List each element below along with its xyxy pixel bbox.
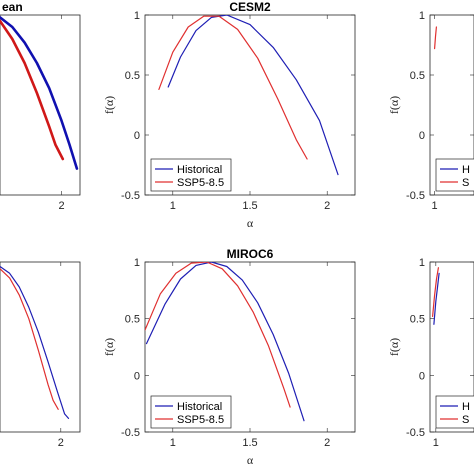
y-tick-label: 0 bbox=[134, 130, 140, 142]
x-tick-label: 1 bbox=[170, 200, 176, 212]
axes-box bbox=[429, 14, 474, 196]
x-tick-label: 1 bbox=[431, 200, 437, 212]
axes-box bbox=[0, 261, 81, 433]
series-line-ssp5-8-5 bbox=[432, 267, 439, 317]
series-line-line-1 bbox=[0, 19, 65, 161]
y-tick-label: -0.5 bbox=[406, 190, 425, 202]
panel-left-bottom: 2 bbox=[0, 261, 81, 449]
legend: HS bbox=[435, 158, 474, 192]
legend-box bbox=[150, 158, 232, 192]
x-tick-label: 1 bbox=[170, 437, 176, 449]
panel-bottom-right: -0.5 0 0.5 1 1 f(α) HS bbox=[387, 257, 474, 449]
x-axis-label: α bbox=[247, 216, 254, 230]
series-line-line-0 bbox=[0, 16, 79, 170]
x-tick-label: 2 bbox=[324, 200, 330, 212]
legend-box bbox=[435, 158, 474, 192]
series-line-line-0 bbox=[0, 265, 70, 419]
y-tick-label: 0.5 bbox=[125, 314, 140, 326]
y-tick-label: -0.5 bbox=[121, 190, 140, 202]
y-tick-label: -0.5 bbox=[121, 427, 140, 439]
series-line-historical bbox=[145, 262, 305, 422]
panel-ensemble-mean: 2 ean bbox=[0, 0, 81, 212]
panel-title: ean bbox=[2, 0, 23, 14]
panel-miroc6: -0.5 0 0.5 1 1 1.5 2 MIROC6 α f(α) HistoricalSSP5-… bbox=[102, 247, 356, 467]
x-tick-label: 2 bbox=[324, 437, 330, 449]
panel-title: CESM2 bbox=[229, 0, 271, 14]
x-axis-label: α bbox=[247, 453, 254, 467]
panel-cesm2: -0.5 0 0.5 1 1 1.5 2 CESM2 α f(α) HistoricalSSP5-8… bbox=[102, 0, 356, 230]
series-line-ssp5-8-5 bbox=[434, 26, 437, 50]
axes-box bbox=[0, 14, 81, 196]
y-axis-label: f(α) bbox=[102, 338, 116, 356]
y-tick-label: 1 bbox=[419, 10, 425, 22]
series-line-ssp5-8-5 bbox=[145, 262, 291, 408]
y-axis-label: f(α) bbox=[102, 96, 116, 114]
legend: HS bbox=[435, 395, 474, 429]
y-axis-label: f(α) bbox=[387, 338, 401, 356]
y-axis-label: f(α) bbox=[387, 96, 401, 114]
series-line-line-1 bbox=[0, 268, 59, 410]
panel-title: MIROC6 bbox=[227, 247, 274, 261]
y-tick-label: 0 bbox=[419, 370, 425, 382]
y-tick-label: 0 bbox=[419, 130, 425, 142]
panel-top-right: -0.5 0 0.5 1 1 f(α) HS bbox=[387, 10, 474, 212]
x-tick-label: 1.5 bbox=[242, 437, 257, 449]
y-tick-label: 0 bbox=[134, 370, 140, 382]
x-tick-label: 2 bbox=[58, 437, 64, 449]
legend-entry: SSP5-8.5 bbox=[177, 177, 224, 189]
y-tick-label: 0.5 bbox=[125, 70, 140, 82]
legend-entry: SSP5-8.5 bbox=[177, 414, 224, 426]
y-tick-label: 0.5 bbox=[410, 70, 425, 82]
legend-entry: Historical bbox=[177, 401, 222, 413]
legend-entry: H bbox=[462, 164, 470, 176]
x-tick-label: 1.5 bbox=[242, 200, 257, 212]
axes-box bbox=[429, 261, 474, 433]
series-line-historical bbox=[167, 15, 339, 176]
legend-box bbox=[435, 395, 474, 429]
x-tick-label: 1 bbox=[433, 437, 439, 449]
y-tick-label: 1 bbox=[134, 257, 140, 269]
y-tick-label: 1 bbox=[419, 257, 425, 269]
legend-entry: S bbox=[462, 414, 469, 426]
legend-entry: S bbox=[462, 177, 469, 189]
y-tick-label: 1 bbox=[134, 10, 140, 22]
series-line-ssp5-8-5 bbox=[158, 15, 308, 160]
y-tick-label: -0.5 bbox=[406, 427, 425, 439]
legend-box bbox=[150, 395, 232, 429]
legend-entry: H bbox=[462, 401, 470, 413]
x-tick-label: 2 bbox=[58, 200, 64, 212]
legend-entry: Historical bbox=[177, 164, 222, 176]
y-tick-label: 0.5 bbox=[410, 314, 425, 326]
series-line-historical bbox=[433, 272, 440, 325]
